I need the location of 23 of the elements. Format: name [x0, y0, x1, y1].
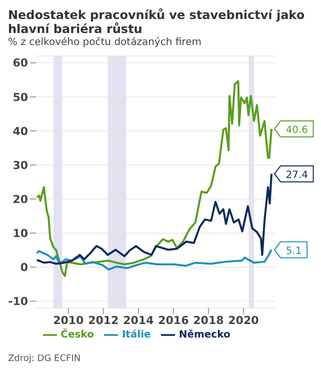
- data-label: 27.4: [286, 170, 308, 181]
- data-label: 40.6: [286, 124, 308, 136]
- y-tick-label: 40: [12, 124, 28, 138]
- x-tick-label: 2018: [193, 314, 224, 327]
- legend-label: Německo: [178, 330, 230, 341]
- y-tick-label: 30: [12, 158, 28, 172]
- text: Zdroj: DG ECFIN: [8, 354, 82, 364]
- y-tick-label: 10: [12, 226, 28, 240]
- data-label: 5.1: [286, 246, 302, 257]
- legend-label: Itálie: [122, 330, 151, 341]
- chart-title: Nedostatek pracovníků ve stavebnictví jako hlavní bariéra růstu: [8, 8, 306, 36]
- x-tick-label: 2014: [123, 314, 154, 327]
- y-tick-label: 50: [12, 90, 28, 104]
- y-tick-label: 0: [20, 261, 28, 274]
- legend-label: Česko: [60, 330, 94, 341]
- x-tick-label: 2012: [88, 314, 119, 327]
- y-tick-label: 20: [12, 192, 28, 206]
- x-tick-label: 2010: [53, 314, 84, 327]
- chart-subtitle: % z celkového počtu dotázaných firem: [8, 37, 202, 48]
- x-tick-label: 2020: [228, 314, 260, 327]
- y-tick-label: 60: [12, 56, 28, 70]
- y-tick-label: -10: [8, 295, 28, 308]
- x-tick-label: 2016: [158, 314, 190, 327]
